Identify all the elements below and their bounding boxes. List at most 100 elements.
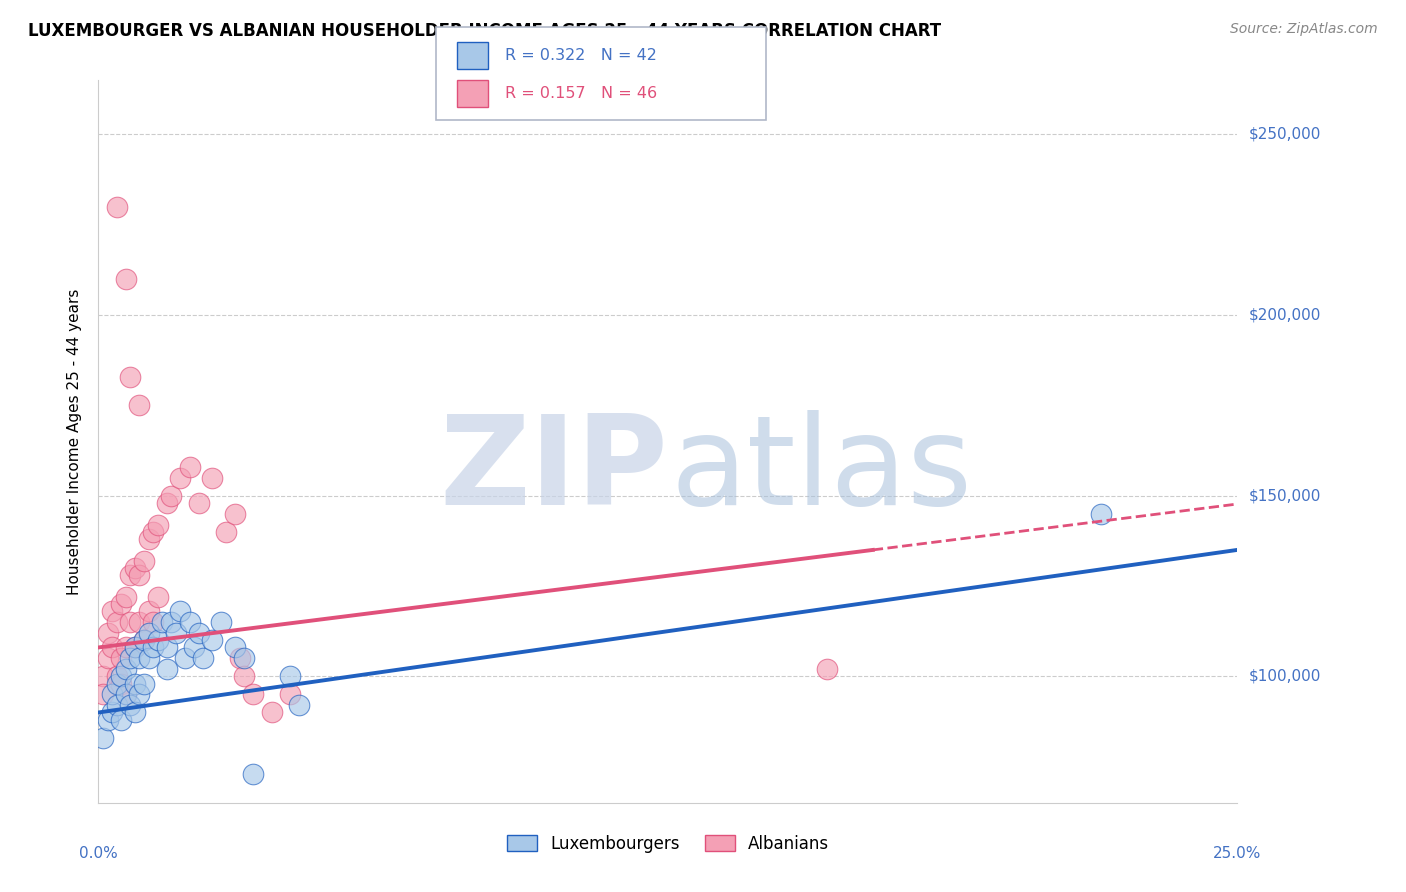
Point	[201, 470, 224, 484]
Point	[114, 687, 136, 701]
Point	[224, 640, 246, 655]
Y-axis label: Householder Income Ages 25 - 44 years: Householder Income Ages 25 - 44 years	[67, 288, 83, 595]
Point	[278, 669, 301, 683]
Text: 0.0%: 0.0%	[79, 847, 118, 861]
Point	[132, 633, 155, 648]
Text: R = 0.322   N = 42: R = 0.322 N = 42	[505, 48, 657, 62]
Point	[228, 651, 250, 665]
Point	[101, 604, 124, 618]
Point	[156, 496, 179, 510]
Point	[110, 676, 132, 690]
Point	[138, 532, 160, 546]
Point	[110, 597, 132, 611]
Text: $150,000: $150,000	[1249, 488, 1322, 503]
Point	[105, 669, 128, 683]
Text: LUXEMBOURGER VS ALBANIAN HOUSEHOLDER INCOME AGES 25 - 44 YEARS CORRELATION CHART: LUXEMBOURGER VS ALBANIAN HOUSEHOLDER INC…	[28, 22, 941, 40]
Point	[110, 713, 132, 727]
Point	[209, 615, 232, 630]
Point	[169, 470, 191, 484]
Point	[101, 706, 124, 720]
Point	[156, 662, 179, 676]
Point	[142, 524, 165, 539]
Point	[160, 489, 183, 503]
Point	[124, 706, 146, 720]
Point	[91, 669, 114, 683]
Point	[91, 687, 114, 701]
Point	[96, 713, 118, 727]
Point	[110, 651, 132, 665]
Point	[105, 676, 128, 690]
Point	[260, 706, 283, 720]
Point	[233, 651, 256, 665]
Point	[114, 640, 136, 655]
Point	[179, 459, 201, 474]
Point	[146, 590, 169, 604]
Text: R = 0.157   N = 46: R = 0.157 N = 46	[505, 87, 657, 101]
Point	[132, 633, 155, 648]
Point	[120, 369, 142, 384]
Point	[215, 524, 238, 539]
Point	[138, 604, 160, 618]
Point	[233, 669, 256, 683]
Text: atlas: atlas	[671, 410, 973, 531]
Point	[128, 568, 150, 582]
Text: 25.0%: 25.0%	[1213, 847, 1261, 861]
Point	[242, 687, 264, 701]
Point	[120, 698, 142, 713]
Point	[128, 615, 150, 630]
Point	[105, 615, 128, 630]
Point	[187, 626, 209, 640]
Point	[124, 640, 146, 655]
Point	[165, 626, 187, 640]
Text: ZIP: ZIP	[439, 410, 668, 531]
Point	[128, 687, 150, 701]
Point	[278, 687, 301, 701]
Point	[142, 615, 165, 630]
Point	[120, 651, 142, 665]
Point	[124, 640, 146, 655]
Point	[174, 651, 197, 665]
Point	[142, 640, 165, 655]
Legend: Luxembourgers, Albanians: Luxembourgers, Albanians	[501, 828, 835, 860]
Point	[138, 651, 160, 665]
Point	[91, 731, 114, 745]
Text: $200,000: $200,000	[1249, 308, 1322, 323]
Point	[187, 496, 209, 510]
Point	[201, 633, 224, 648]
Point	[105, 200, 128, 214]
Point	[120, 568, 142, 582]
Point	[128, 398, 150, 412]
Point	[150, 615, 173, 630]
Point	[114, 272, 136, 286]
Point	[132, 554, 155, 568]
Point	[146, 633, 169, 648]
Text: $250,000: $250,000	[1249, 127, 1322, 142]
Point	[224, 507, 246, 521]
Point	[101, 640, 124, 655]
Point	[96, 651, 118, 665]
Point	[156, 640, 179, 655]
Point	[815, 662, 838, 676]
Text: $100,000: $100,000	[1249, 669, 1322, 684]
Point	[146, 517, 169, 532]
Point	[138, 626, 160, 640]
Point	[114, 687, 136, 701]
Point	[179, 615, 201, 630]
Point	[114, 590, 136, 604]
Text: Source: ZipAtlas.com: Source: ZipAtlas.com	[1230, 22, 1378, 37]
Point	[1090, 507, 1112, 521]
Point	[288, 698, 311, 713]
Point	[242, 767, 264, 781]
Point	[105, 698, 128, 713]
Point	[169, 604, 191, 618]
Point	[101, 687, 124, 701]
Point	[96, 626, 118, 640]
Point	[114, 662, 136, 676]
Point	[124, 676, 146, 690]
Point	[193, 651, 215, 665]
Point	[128, 651, 150, 665]
Point	[183, 640, 205, 655]
Point	[160, 615, 183, 630]
Point	[132, 676, 155, 690]
Point	[110, 669, 132, 683]
